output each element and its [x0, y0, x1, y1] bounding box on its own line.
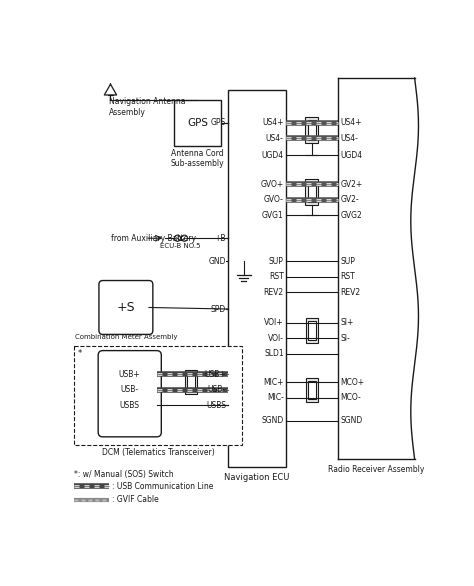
Circle shape — [174, 235, 181, 241]
Text: US4+: US4+ — [341, 118, 362, 127]
Text: *: w/ Manual (SOS) Switch: *: w/ Manual (SOS) Switch — [74, 470, 174, 479]
Text: Antenna Cord
Sub-assembly: Antenna Cord Sub-assembly — [171, 149, 224, 168]
Text: USBS: USBS — [206, 401, 226, 410]
Bar — [306, 377, 318, 402]
Text: GND: GND — [209, 257, 226, 266]
Text: MIC+: MIC+ — [263, 377, 284, 387]
Bar — [305, 179, 319, 205]
Text: REV2: REV2 — [341, 288, 361, 297]
Text: GPS: GPS — [187, 118, 208, 128]
Bar — [185, 370, 198, 394]
Bar — [74, 346, 242, 445]
Bar — [308, 381, 316, 399]
Text: USBS: USBS — [120, 401, 140, 410]
Text: SGND: SGND — [262, 416, 284, 425]
Text: SUP: SUP — [341, 257, 356, 266]
Text: USB-: USB- — [121, 386, 139, 394]
Text: SI+: SI+ — [341, 318, 354, 328]
Text: MIC-: MIC- — [267, 393, 284, 402]
Text: *: * — [77, 349, 82, 358]
Text: SUP: SUP — [269, 257, 284, 266]
Text: SGND: SGND — [341, 416, 363, 425]
Text: GV2+: GV2+ — [341, 180, 363, 189]
Text: GVG1: GVG1 — [262, 210, 284, 220]
Text: MCO-: MCO- — [341, 393, 362, 402]
Bar — [174, 100, 220, 146]
Text: GPS: GPS — [211, 118, 226, 127]
Text: GV2-: GV2- — [341, 195, 359, 204]
FancyBboxPatch shape — [99, 281, 153, 335]
Text: REV2: REV2 — [264, 288, 284, 297]
Bar — [308, 182, 316, 202]
Text: RST: RST — [269, 272, 284, 281]
Bar — [306, 318, 318, 343]
Text: GVG2: GVG2 — [341, 210, 363, 220]
Text: UGD4: UGD4 — [341, 151, 363, 159]
Text: SLD1: SLD1 — [264, 349, 284, 358]
Bar — [308, 120, 316, 141]
Text: Combination Meter Assembly: Combination Meter Assembly — [74, 333, 177, 340]
Text: GVO+: GVO+ — [261, 180, 284, 189]
Bar — [308, 321, 316, 340]
Text: UGD4: UGD4 — [262, 151, 284, 159]
Bar — [228, 90, 286, 467]
Text: MCO+: MCO+ — [341, 377, 365, 387]
Text: DCM (Telematics Transceiver): DCM (Telematics Transceiver) — [102, 448, 215, 456]
Text: ECU-B NO.5: ECU-B NO.5 — [160, 243, 201, 249]
FancyBboxPatch shape — [98, 350, 161, 437]
Text: VOI+: VOI+ — [264, 318, 284, 328]
Text: from Auxiliary Battery: from Auxiliary Battery — [111, 234, 196, 243]
Circle shape — [182, 235, 188, 241]
Bar — [305, 117, 319, 144]
Text: Navigation ECU: Navigation ECU — [225, 473, 290, 482]
Text: SI-: SI- — [341, 334, 350, 343]
Text: Navigation Antenna
Assembly: Navigation Antenna Assembly — [109, 97, 185, 117]
Text: VOI-: VOI- — [268, 334, 284, 343]
Text: RST: RST — [341, 272, 356, 281]
Text: US4+: US4+ — [262, 118, 284, 127]
Text: Radio Receiver Assembly: Radio Receiver Assembly — [328, 465, 424, 474]
Text: US4-: US4- — [266, 134, 284, 142]
Text: +B: +B — [214, 234, 226, 243]
Text: USB+: USB+ — [204, 370, 226, 379]
Text: : USB Communication Line: : USB Communication Line — [112, 482, 213, 490]
Text: GVO-: GVO- — [264, 195, 284, 204]
Text: USB-: USB- — [208, 386, 226, 394]
Text: : GVIF Cable: : GVIF Cable — [112, 496, 159, 505]
Text: SPD: SPD — [211, 305, 226, 314]
Text: USB+: USB+ — [119, 370, 141, 379]
Text: +S: +S — [117, 301, 135, 314]
Bar — [188, 373, 195, 391]
Text: US4-: US4- — [341, 134, 359, 142]
